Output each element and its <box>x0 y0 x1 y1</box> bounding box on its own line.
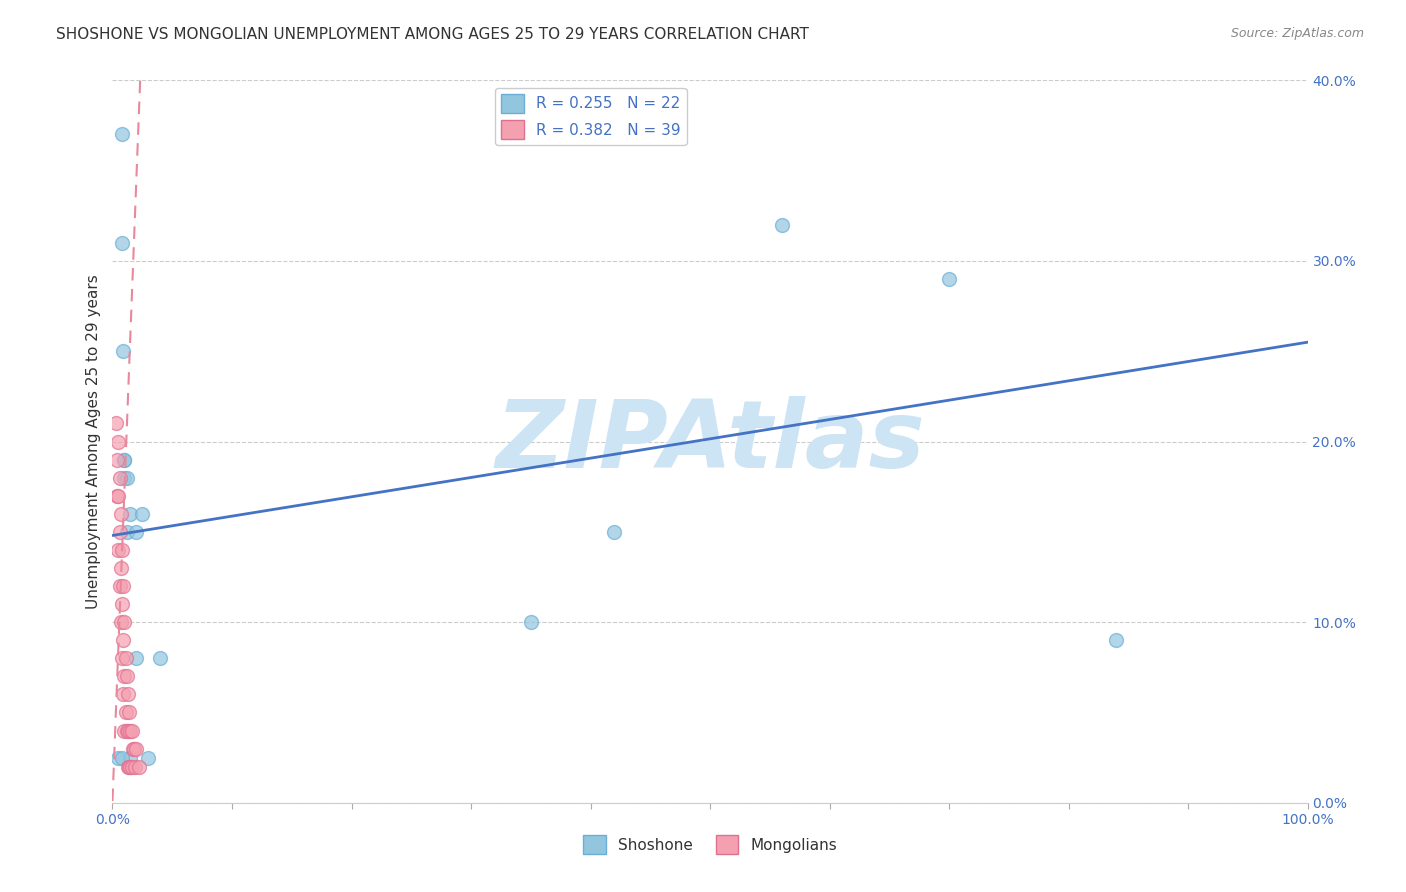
Text: SHOSHONE VS MONGOLIAN UNEMPLOYMENT AMONG AGES 25 TO 29 YEARS CORRELATION CHART: SHOSHONE VS MONGOLIAN UNEMPLOYMENT AMONG… <box>56 27 808 42</box>
Point <box>105 452 128 467</box>
Point <box>107 489 129 503</box>
Point <box>111 651 134 665</box>
Point <box>770 218 793 232</box>
Point <box>520 615 543 630</box>
Point <box>124 760 146 774</box>
Point <box>938 272 960 286</box>
Point <box>117 723 139 738</box>
Point <box>118 760 141 774</box>
Point <box>120 507 142 521</box>
Point <box>111 750 134 764</box>
Point <box>149 651 172 665</box>
Point <box>122 741 145 756</box>
Point <box>117 687 139 701</box>
Point <box>110 561 132 575</box>
Y-axis label: Unemployment Among Ages 25 to 29 years: Unemployment Among Ages 25 to 29 years <box>86 274 101 609</box>
Point <box>114 706 136 720</box>
Point <box>108 471 131 485</box>
Point <box>138 750 160 764</box>
Point <box>603 524 626 539</box>
Point <box>115 471 138 485</box>
Point <box>114 651 136 665</box>
Point <box>114 723 135 738</box>
Point <box>117 760 139 774</box>
Point <box>120 750 142 764</box>
Point <box>112 579 135 593</box>
Point <box>114 615 135 630</box>
Point <box>111 597 134 611</box>
Point <box>125 524 148 539</box>
Text: ZIPAtlas: ZIPAtlas <box>495 395 925 488</box>
Point <box>107 542 129 557</box>
Point <box>111 128 134 142</box>
Point <box>118 706 141 720</box>
Point <box>111 235 134 250</box>
Point <box>105 489 128 503</box>
Point <box>121 741 143 756</box>
Point <box>114 471 135 485</box>
Point <box>110 507 132 521</box>
Point <box>121 760 143 774</box>
Point <box>107 750 129 764</box>
Point <box>112 344 135 359</box>
Point <box>105 417 128 431</box>
Point <box>125 741 148 756</box>
Point <box>107 434 129 449</box>
Point <box>111 542 134 557</box>
Point <box>121 723 143 738</box>
Point <box>114 452 135 467</box>
Point <box>120 723 142 738</box>
Point <box>110 615 132 630</box>
Text: Source: ZipAtlas.com: Source: ZipAtlas.com <box>1230 27 1364 40</box>
Point <box>115 723 138 738</box>
Point <box>115 524 138 539</box>
Legend: Shoshone, Mongolians: Shoshone, Mongolians <box>576 830 844 860</box>
Point <box>125 651 148 665</box>
Point <box>1105 633 1128 648</box>
Point <box>131 507 153 521</box>
Point <box>108 524 131 539</box>
Point <box>112 633 135 648</box>
Point <box>114 452 135 467</box>
Point <box>114 669 135 683</box>
Point <box>108 579 131 593</box>
Point <box>128 760 150 774</box>
Point <box>112 687 135 701</box>
Point <box>120 760 142 774</box>
Point <box>115 669 138 683</box>
